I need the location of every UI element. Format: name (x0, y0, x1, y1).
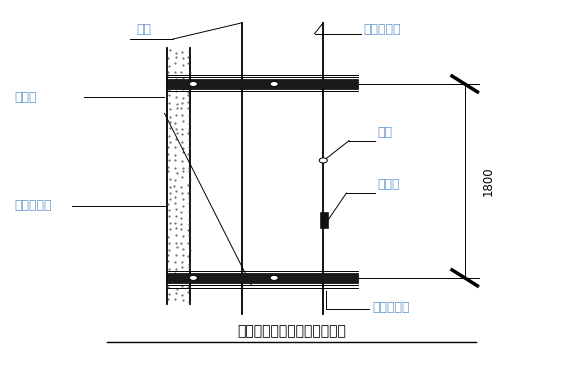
Bar (167, 273, 358, 283)
Circle shape (189, 275, 198, 280)
Text: 1800: 1800 (482, 166, 495, 196)
Text: 九层板隔离: 九层板隔离 (15, 199, 52, 212)
Circle shape (270, 81, 278, 86)
Text: 挡脚板: 挡脚板 (377, 178, 399, 191)
Circle shape (319, 158, 327, 163)
Text: 密目安全网: 密目安全网 (364, 23, 401, 36)
Text: 栏杆: 栏杆 (377, 126, 392, 139)
Text: 钢笆脚手板: 钢笆脚手板 (373, 301, 410, 314)
Bar (321, 212, 328, 228)
Bar (167, 79, 358, 89)
Text: 建筑物: 建筑物 (15, 91, 37, 103)
Circle shape (270, 275, 278, 280)
Circle shape (189, 81, 198, 86)
Text: 外架隔离、挡脚板做法示意图: 外架隔离、挡脚板做法示意图 (237, 324, 346, 338)
Text: 外架: 外架 (137, 23, 152, 36)
